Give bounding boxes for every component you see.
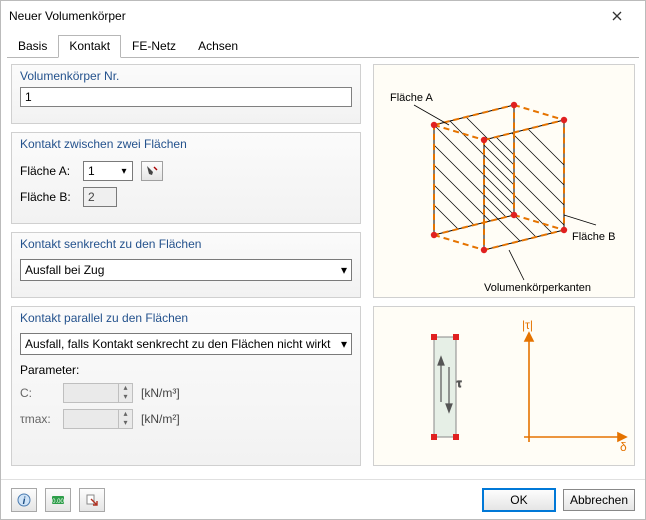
dialog-window: Neuer Volumenkörper Basis Kontakt FE-Net… bbox=[0, 0, 646, 520]
group-perp: Kontakt senkrecht zu den Flächen Ausfall… bbox=[11, 232, 361, 298]
shear-diagram: τ |τ| δ bbox=[373, 306, 635, 466]
tau-axis-label: |τ| bbox=[522, 318, 533, 332]
help-button[interactable]: i bbox=[11, 488, 37, 512]
chevron-down-icon: ▾ bbox=[341, 263, 347, 277]
pick-face-button[interactable] bbox=[141, 161, 163, 181]
c-label: C: bbox=[20, 386, 55, 400]
apply-button[interactable] bbox=[79, 488, 105, 512]
para-select-value: Ausfall, falls Kontakt senkrecht zu den … bbox=[25, 337, 330, 351]
perp-select[interactable]: Ausfall bei Zug ▾ bbox=[20, 259, 352, 281]
window-title: Neuer Volumenkörper bbox=[9, 9, 597, 23]
spinner-down-icon[interactable]: ▾ bbox=[118, 419, 132, 428]
group-perp-title: Kontakt senkrecht zu den Flächen bbox=[20, 237, 352, 255]
face-a-combo[interactable]: 1 ▾ bbox=[83, 161, 133, 181]
chevron-down-icon[interactable]: ▾ bbox=[116, 162, 132, 180]
tau-unit: [kN/m²] bbox=[141, 412, 180, 426]
face-a-label: Fläche A: bbox=[20, 164, 75, 178]
tab-achsen[interactable]: Achsen bbox=[187, 35, 249, 58]
svg-text:τ: τ bbox=[457, 378, 462, 390]
spinner-down-icon[interactable]: ▾ bbox=[118, 393, 132, 402]
group-contact: Kontakt zwischen zwei Flächen Fläche A: … bbox=[11, 132, 361, 224]
label-edges: Volumenkörperkanten bbox=[484, 282, 591, 294]
perp-select-value: Ausfall bei Zug bbox=[25, 263, 104, 277]
tabs: Basis Kontakt FE-Netz Achsen bbox=[1, 31, 645, 58]
close-button[interactable] bbox=[597, 2, 637, 30]
label-face-b: Fläche B bbox=[572, 231, 615, 243]
content-area: Volumenkörper Nr. 1 bbox=[1, 58, 645, 479]
ok-button[interactable]: OK bbox=[483, 489, 555, 511]
group-nr: Volumenkörper Nr. 1 bbox=[11, 64, 361, 124]
group-nr-title: Volumenkörper Nr. bbox=[20, 69, 352, 87]
group-contact-title: Kontakt zwischen zwei Flächen bbox=[20, 137, 352, 155]
group-para: Kontakt parallel zu den Flächen Ausfall,… bbox=[11, 306, 361, 466]
chevron-down-icon: ▾ bbox=[341, 337, 347, 351]
face-b-value: 2 bbox=[84, 190, 116, 204]
tab-basis[interactable]: Basis bbox=[7, 35, 58, 58]
params-label: Parameter: bbox=[20, 363, 352, 377]
isometric-diagram: Fläche A Fläche B Volumenkörperkanten bbox=[373, 64, 635, 298]
face-b-field: 2 bbox=[83, 187, 117, 207]
para-select[interactable]: Ausfall, falls Kontakt senkrecht zu den … bbox=[20, 333, 352, 355]
delta-axis-label: δ bbox=[620, 440, 627, 454]
tau-label: τmax: bbox=[20, 412, 55, 426]
tab-fenetz[interactable]: FE-Netz bbox=[121, 35, 187, 58]
svg-text:0.00: 0.00 bbox=[52, 499, 64, 505]
face-b-label: Fläche B: bbox=[20, 190, 75, 204]
tab-kontakt[interactable]: Kontakt bbox=[58, 35, 121, 58]
face-a-value: 1 bbox=[84, 164, 116, 178]
cancel-button[interactable]: Abbrechen bbox=[563, 489, 635, 511]
group-para-title: Kontakt parallel zu den Flächen bbox=[20, 311, 352, 329]
svg-text:i: i bbox=[23, 496, 26, 507]
titlebar: Neuer Volumenkörper bbox=[1, 1, 645, 31]
volume-nr-input[interactable]: 1 bbox=[20, 87, 352, 107]
footer: i 0.00 OK Abbrechen bbox=[1, 479, 645, 519]
c-spinner[interactable]: ▴ ▾ bbox=[63, 383, 133, 403]
label-face-a: Fläche A bbox=[390, 92, 433, 104]
units-button[interactable]: 0.00 bbox=[45, 488, 71, 512]
c-unit: [kN/m³] bbox=[141, 386, 180, 400]
tau-spinner[interactable]: ▴ ▾ bbox=[63, 409, 133, 429]
